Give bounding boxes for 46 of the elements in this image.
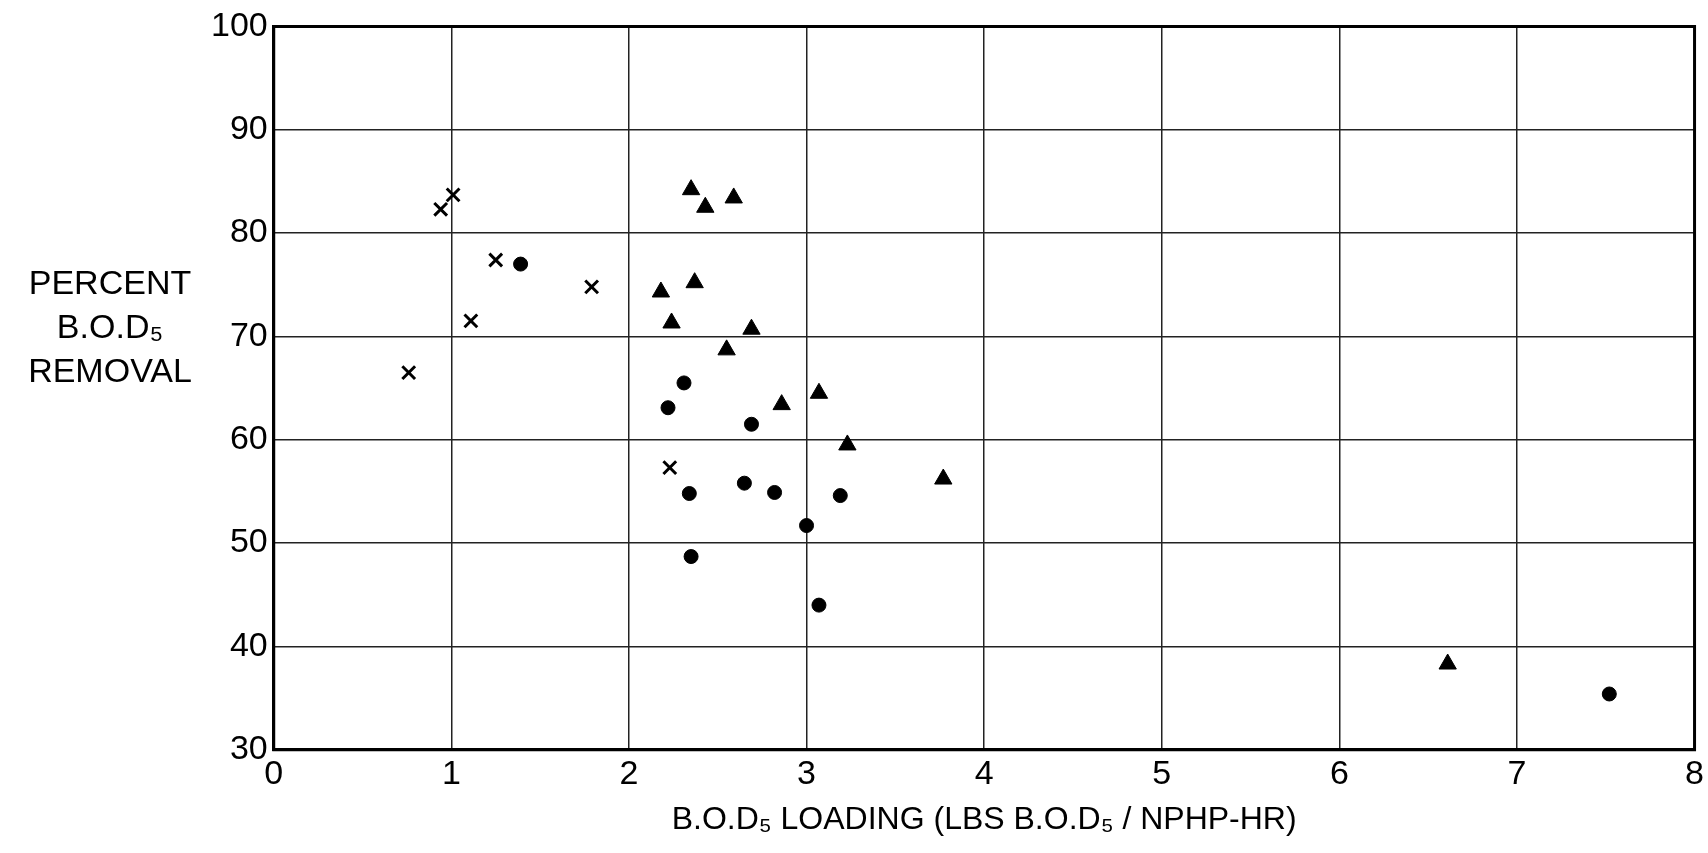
point xyxy=(463,313,479,329)
y-tick-label: 90 xyxy=(229,108,268,147)
point xyxy=(660,400,676,416)
point xyxy=(772,394,791,411)
point xyxy=(696,196,715,213)
point xyxy=(487,252,504,268)
y-axis-title: PERCENT B.O.D₅ REMOVAL xyxy=(27,262,193,391)
point xyxy=(513,256,529,272)
point xyxy=(683,549,699,565)
y-tick-label: 80 xyxy=(229,211,268,250)
point xyxy=(681,486,697,502)
point xyxy=(651,281,671,298)
x-tick-label: 7 xyxy=(1507,752,1527,791)
y-tick-label: 70 xyxy=(229,314,268,353)
point xyxy=(676,375,692,391)
point xyxy=(811,597,827,613)
point xyxy=(685,272,704,289)
point xyxy=(445,186,461,203)
point xyxy=(724,187,743,204)
point xyxy=(662,312,681,329)
point xyxy=(743,416,759,432)
x-tick-label: 4 xyxy=(974,752,994,791)
point xyxy=(1601,686,1617,702)
point xyxy=(767,484,783,500)
x-tick-label: 5 xyxy=(1152,752,1172,791)
point xyxy=(432,201,449,218)
point xyxy=(736,475,752,491)
x-tick-label: 3 xyxy=(797,752,816,791)
point xyxy=(742,318,761,335)
x-tick-label: 2 xyxy=(619,752,639,791)
x-tick-label: 8 xyxy=(1685,752,1705,791)
y-tick-label: 50 xyxy=(229,521,268,560)
x-axis-title: B.O.D₅ LOADING (LBS B.O.D₅ / NPHP-HR) xyxy=(671,799,1297,836)
y-tick-label: 60 xyxy=(229,418,268,457)
point xyxy=(681,179,701,196)
point xyxy=(838,434,857,451)
point xyxy=(661,459,678,476)
point xyxy=(832,488,848,504)
y-tick-label: 100 xyxy=(210,4,268,43)
point xyxy=(400,364,417,381)
y-tick-label: 40 xyxy=(229,624,268,663)
point xyxy=(799,518,815,534)
x-tick-label: 6 xyxy=(1329,752,1349,791)
x-tick-label: 1 xyxy=(441,752,461,791)
point xyxy=(717,339,736,356)
point xyxy=(583,278,600,295)
